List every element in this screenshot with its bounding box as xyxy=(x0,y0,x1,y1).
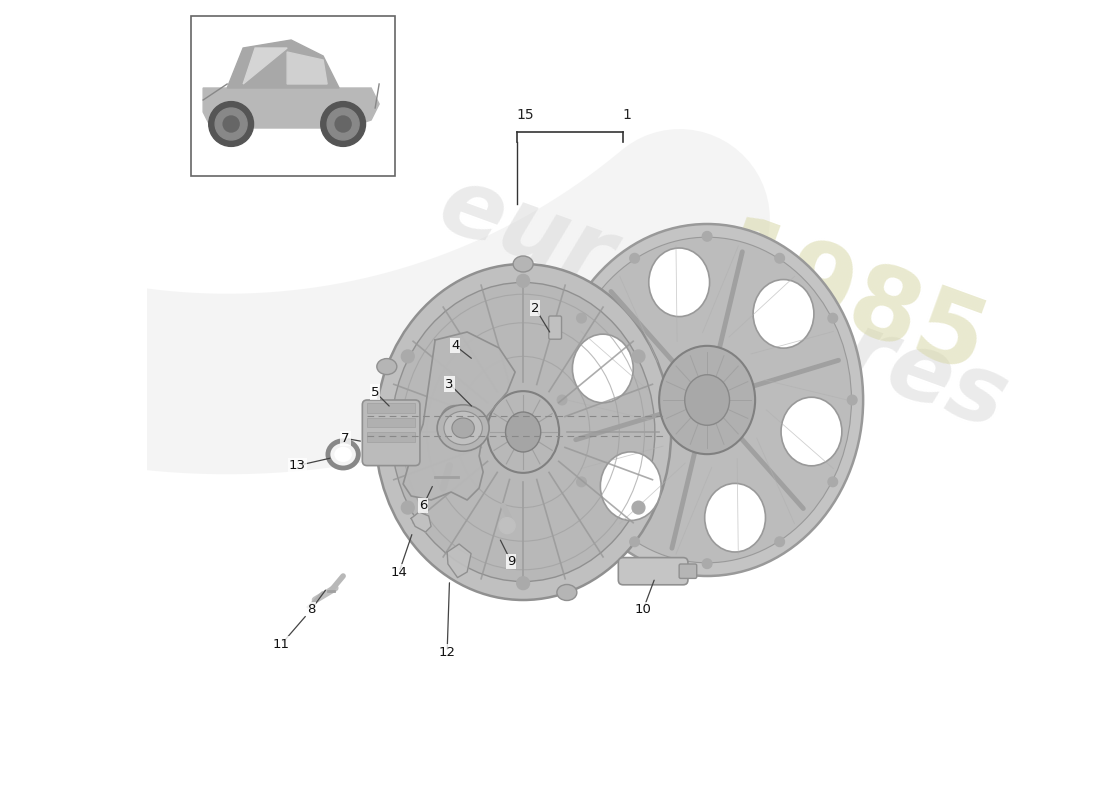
Text: 4: 4 xyxy=(451,339,460,352)
Circle shape xyxy=(517,577,529,590)
Bar xyxy=(367,432,415,442)
Circle shape xyxy=(630,537,639,546)
Circle shape xyxy=(702,559,712,569)
Circle shape xyxy=(223,116,239,132)
Text: eurospares: eurospares xyxy=(427,158,1020,450)
Polygon shape xyxy=(227,40,339,88)
Ellipse shape xyxy=(551,224,864,576)
Circle shape xyxy=(209,102,253,146)
Bar xyxy=(367,403,415,413)
Circle shape xyxy=(558,395,566,405)
Circle shape xyxy=(828,477,837,486)
Circle shape xyxy=(216,108,248,140)
Circle shape xyxy=(336,116,351,132)
Circle shape xyxy=(632,501,645,514)
Polygon shape xyxy=(411,512,431,532)
Ellipse shape xyxy=(375,264,671,600)
Bar xyxy=(191,16,395,176)
Ellipse shape xyxy=(334,446,352,462)
FancyBboxPatch shape xyxy=(618,558,688,585)
Circle shape xyxy=(632,350,645,362)
Ellipse shape xyxy=(572,334,634,402)
Polygon shape xyxy=(447,544,471,578)
Circle shape xyxy=(402,350,415,362)
Polygon shape xyxy=(243,48,287,84)
Text: 3: 3 xyxy=(446,378,454,390)
Ellipse shape xyxy=(754,279,814,348)
Circle shape xyxy=(402,501,415,514)
Text: 9: 9 xyxy=(507,555,515,568)
Text: 5: 5 xyxy=(371,386,380,398)
Polygon shape xyxy=(287,52,327,84)
Circle shape xyxy=(576,477,586,486)
Circle shape xyxy=(321,102,365,146)
Circle shape xyxy=(847,395,857,405)
Ellipse shape xyxy=(563,238,851,563)
Text: 8: 8 xyxy=(307,603,316,616)
Circle shape xyxy=(828,314,837,323)
Circle shape xyxy=(702,231,712,241)
Ellipse shape xyxy=(437,405,490,451)
FancyBboxPatch shape xyxy=(549,316,561,339)
Bar xyxy=(367,418,415,427)
Text: 7: 7 xyxy=(341,432,350,445)
Text: 11: 11 xyxy=(273,638,290,650)
Text: 13: 13 xyxy=(289,459,306,472)
Text: 2: 2 xyxy=(531,302,539,314)
Circle shape xyxy=(441,406,470,434)
Ellipse shape xyxy=(684,374,729,426)
Ellipse shape xyxy=(659,346,755,454)
Circle shape xyxy=(576,314,586,323)
Ellipse shape xyxy=(452,418,474,438)
Circle shape xyxy=(774,537,784,546)
Polygon shape xyxy=(403,332,515,500)
Ellipse shape xyxy=(781,398,842,466)
Ellipse shape xyxy=(705,483,766,552)
Text: 14: 14 xyxy=(390,566,408,578)
Ellipse shape xyxy=(601,452,661,521)
Circle shape xyxy=(630,254,639,263)
Polygon shape xyxy=(204,88,380,128)
Text: 6: 6 xyxy=(419,499,427,512)
FancyBboxPatch shape xyxy=(679,564,696,578)
Text: 10: 10 xyxy=(635,603,651,616)
Ellipse shape xyxy=(506,412,541,452)
Ellipse shape xyxy=(557,585,576,601)
Ellipse shape xyxy=(513,256,534,272)
Ellipse shape xyxy=(377,358,397,374)
Circle shape xyxy=(517,274,529,287)
Text: 15: 15 xyxy=(517,108,535,122)
Text: a passion for porsche since 1985: a passion for porsche since 1985 xyxy=(469,365,755,483)
Circle shape xyxy=(499,518,515,534)
Text: 12: 12 xyxy=(439,646,455,658)
Ellipse shape xyxy=(392,282,654,582)
Text: 1985: 1985 xyxy=(704,211,999,397)
Ellipse shape xyxy=(487,391,559,473)
Circle shape xyxy=(327,108,359,140)
Ellipse shape xyxy=(444,411,482,445)
Ellipse shape xyxy=(649,248,710,317)
Circle shape xyxy=(774,254,784,263)
FancyBboxPatch shape xyxy=(362,400,420,466)
Text: 1: 1 xyxy=(623,108,631,122)
